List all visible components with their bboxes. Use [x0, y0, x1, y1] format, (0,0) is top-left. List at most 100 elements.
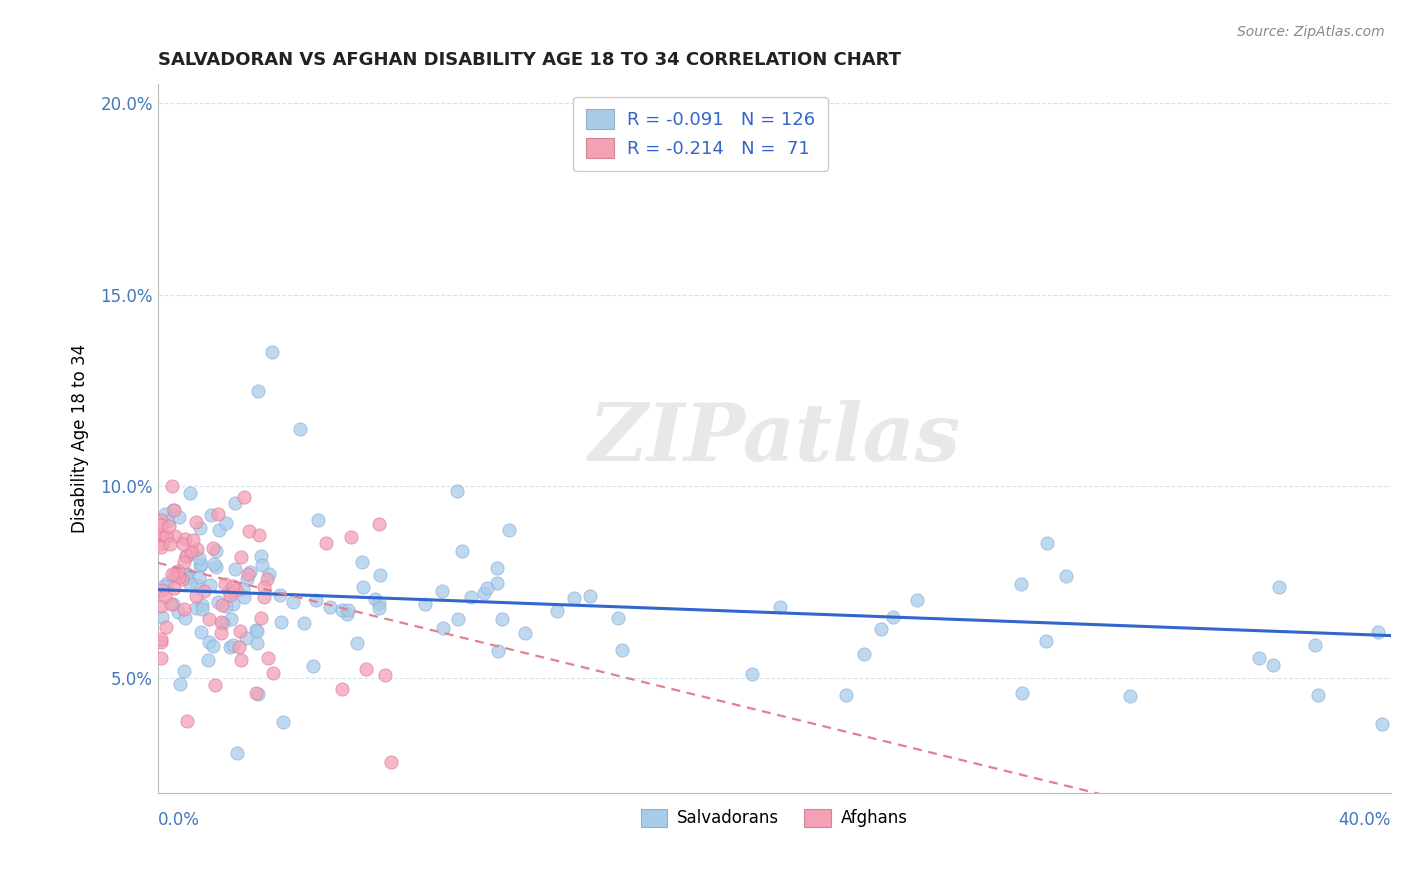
Point: [446, 612, 468, 626]
Point: [181, 533, 204, 547]
Point: [364, 592, 387, 607]
Point: [224, 495, 246, 509]
Point: [235, 631, 257, 645]
Point: [225, 583, 247, 598]
Point: [330, 603, 353, 617]
Point: [1249, 651, 1271, 665]
Point: [245, 686, 267, 700]
Point: [253, 590, 276, 604]
Point: [232, 582, 254, 596]
Point: [211, 598, 233, 612]
Point: [432, 621, 454, 635]
Point: [905, 592, 928, 607]
Point: [1035, 535, 1057, 549]
Point: [769, 599, 792, 614]
Point: [152, 610, 174, 624]
Point: [250, 611, 273, 625]
Point: [368, 596, 391, 610]
Point: [152, 535, 174, 549]
Point: [149, 599, 172, 614]
Point: [202, 558, 225, 572]
Point: [165, 568, 187, 582]
Point: [184, 515, 207, 529]
Point: [1268, 580, 1291, 594]
Point: [222, 579, 245, 593]
Point: [162, 597, 184, 611]
Text: Source: ZipAtlas.com: Source: ZipAtlas.com: [1237, 25, 1385, 39]
Point: [186, 541, 208, 556]
Point: [307, 513, 329, 527]
Point: [184, 589, 207, 603]
Point: [1119, 690, 1142, 704]
Point: [197, 653, 219, 667]
Point: [485, 561, 508, 575]
Point: [149, 517, 172, 532]
Point: [579, 589, 602, 603]
Point: [159, 537, 181, 551]
Point: [612, 643, 634, 657]
Point: [229, 550, 252, 565]
Point: [209, 615, 232, 629]
Y-axis label: Disability Age 18 to 34: Disability Age 18 to 34: [72, 343, 89, 533]
Point: [180, 543, 202, 558]
Point: [160, 567, 183, 582]
Point: [149, 528, 172, 542]
Point: [281, 595, 304, 609]
Point: [214, 577, 236, 591]
Point: [1305, 638, 1327, 652]
Point: [319, 599, 342, 614]
Point: [173, 611, 195, 625]
Point: [163, 581, 186, 595]
Point: [162, 503, 184, 517]
Point: [250, 549, 273, 564]
Point: [472, 586, 495, 600]
Text: 0.0%: 0.0%: [157, 811, 200, 829]
Point: [156, 515, 179, 529]
Point: [247, 527, 270, 541]
Point: [181, 546, 204, 560]
Point: [301, 658, 323, 673]
Point: [173, 664, 195, 678]
Point: [149, 513, 172, 527]
Point: [546, 604, 568, 618]
Point: [292, 616, 315, 631]
Point: [446, 484, 468, 499]
Point: [513, 626, 536, 640]
Point: [1054, 569, 1077, 583]
Point: [236, 567, 259, 582]
Point: [190, 602, 212, 616]
Point: [174, 549, 197, 563]
Point: [451, 543, 474, 558]
Text: SALVADORAN VS AFGHAN DISABILITY AGE 18 TO 34 CORRELATION CHART: SALVADORAN VS AFGHAN DISABILITY AGE 18 T…: [157, 51, 901, 69]
Text: 40.0%: 40.0%: [1339, 811, 1391, 829]
Point: [853, 647, 876, 661]
Point: [207, 507, 229, 521]
Point: [1371, 716, 1393, 731]
Point: [235, 572, 257, 586]
Point: [172, 537, 194, 551]
Point: [174, 532, 197, 546]
Point: [212, 615, 235, 630]
Point: [170, 572, 193, 586]
Point: [160, 597, 183, 611]
Point: [166, 605, 188, 619]
Point: [200, 508, 222, 522]
Point: [219, 612, 242, 626]
Point: [245, 624, 267, 638]
Point: [368, 568, 391, 582]
Point: [149, 541, 172, 555]
Point: [179, 577, 201, 591]
Point: [197, 635, 219, 649]
Point: [607, 610, 630, 624]
Point: [177, 567, 200, 582]
Point: [193, 584, 215, 599]
Point: [188, 570, 211, 584]
Point: [174, 549, 197, 563]
Point: [245, 623, 267, 637]
Point: [352, 581, 374, 595]
Point: [166, 567, 188, 582]
Point: [1367, 624, 1389, 639]
Point: [228, 624, 250, 639]
Point: [246, 636, 269, 650]
Point: [269, 588, 291, 602]
